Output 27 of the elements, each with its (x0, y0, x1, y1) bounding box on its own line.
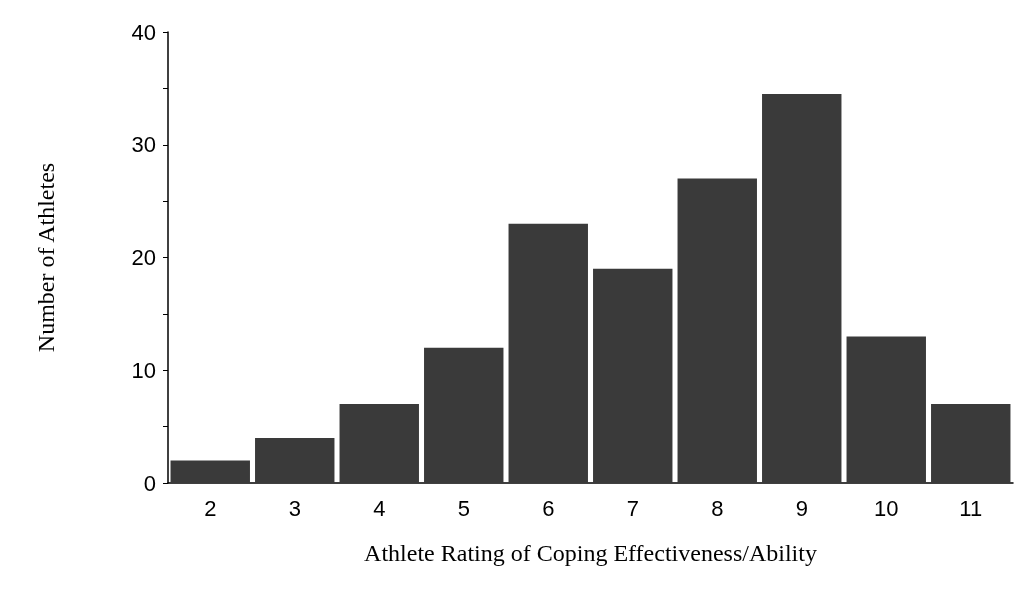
y-tick-label: 40 (131, 19, 156, 45)
bar (677, 178, 757, 483)
bar (255, 437, 335, 483)
x-tick-label: 7 (626, 495, 639, 521)
y-axis-title: Number of Athletes (33, 162, 59, 353)
bar (762, 94, 842, 483)
bar (339, 404, 419, 483)
x-tick-label: 5 (457, 495, 470, 521)
bar (593, 268, 673, 483)
x-tick-label: 3 (288, 495, 301, 521)
bar (508, 223, 588, 483)
x-tick-label: 10 (874, 495, 899, 521)
bar (846, 336, 926, 483)
x-axis-title: Athlete Rating of Coping Effectiveness/Ability (364, 540, 817, 566)
x-tick-label: 8 (711, 495, 724, 521)
x-tick-label: 4 (373, 495, 386, 521)
x-tick-label: 11 (959, 495, 983, 521)
y-tick-label: 0 (143, 470, 156, 496)
y-tick-label: 10 (131, 357, 156, 383)
x-tick-label: 6 (542, 495, 555, 521)
y-tick-label: 20 (131, 245, 156, 270)
x-tick-label: 9 (795, 495, 808, 521)
bar (424, 347, 504, 483)
bar (170, 460, 250, 483)
x-tick-label: 2 (204, 495, 217, 521)
y-tick-label: 30 (131, 132, 156, 158)
bar (931, 404, 1011, 483)
